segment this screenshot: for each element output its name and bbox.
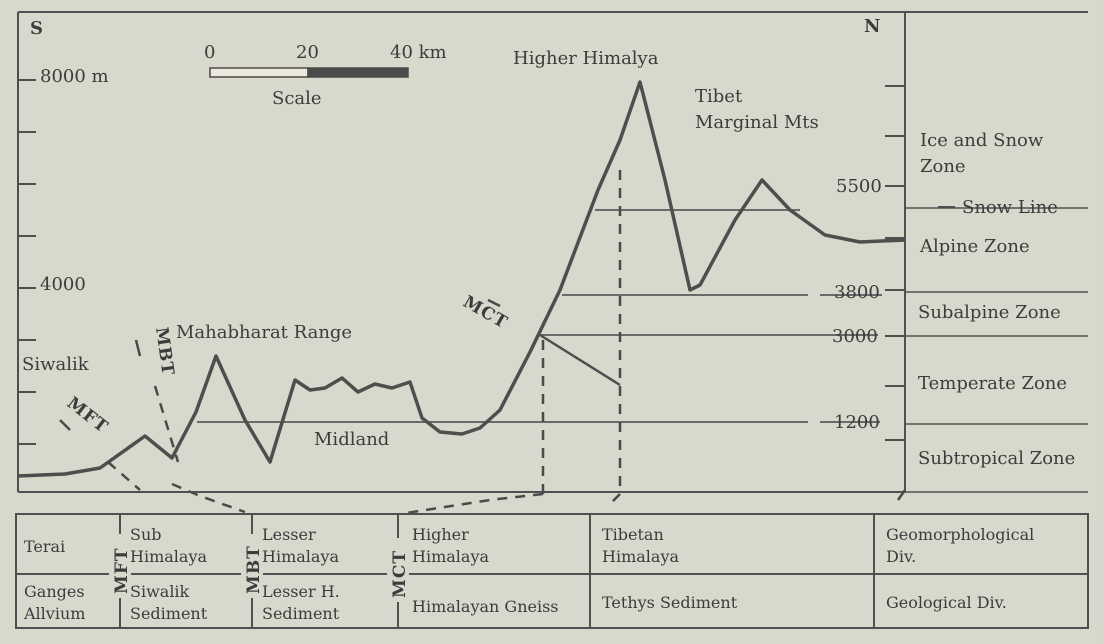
- lesser-h-sediment-line2: Sediment: [262, 604, 340, 623]
- scale-tick-20: 20: [296, 42, 319, 63]
- zone-dividers: [905, 207, 1088, 425]
- mct-dash-lower: [399, 492, 544, 516]
- scale-label: Scale: [272, 88, 322, 109]
- left-axis-ticks: [18, 79, 36, 445]
- south-label: S: [30, 18, 43, 39]
- table-border: [15, 513, 1089, 629]
- table-mft-label: MFT: [112, 547, 132, 594]
- elevation-4000-label: 4000: [40, 274, 86, 295]
- higher-himalaya-cell-line2: Himalaya: [412, 547, 489, 566]
- mbt-dash-upper: [153, 385, 180, 463]
- siwalik-sediment-line1: Siwalik: [130, 582, 190, 601]
- lesser-himalaya-cell-line2: Himalaya: [262, 547, 339, 566]
- terrain-profile: [17, 80, 906, 478]
- zone-elevation-5500: 5500: [836, 176, 882, 197]
- elevation-lines: [197, 209, 882, 423]
- siwalik-label: Siwalik: [22, 354, 90, 375]
- mft-tick: [59, 419, 71, 431]
- terai-cell: Terai: [24, 537, 65, 556]
- himalayan-gneiss-cell: Himalayan Gneiss: [412, 597, 559, 616]
- higher-himalaya-cell-line1: Higher: [412, 525, 469, 544]
- tibet-label-line1: Tibet: [695, 86, 743, 107]
- mbt-tick: [134, 339, 142, 357]
- mft-dash: [107, 461, 141, 491]
- mct-divider-gap: [387, 538, 409, 602]
- dashed-boundaries: [107, 170, 622, 516]
- sub-himalaya-cell-line1: Sub: [130, 525, 162, 544]
- mahabharat-range-label: Mahabharat Range: [176, 322, 352, 343]
- mct-tick: [487, 298, 501, 308]
- ice-snow-zone-line2: Zone: [920, 156, 966, 177]
- scale-bar: [209, 67, 409, 78]
- scale-tick-0: 0: [204, 42, 215, 63]
- tibetan-himalaya-cell-line2: Himalaya: [602, 547, 679, 566]
- right-dash-end: [896, 489, 907, 501]
- sub-himalaya-cell-line2: Himalaya: [130, 547, 207, 566]
- tethys-dash-end: [609, 493, 621, 505]
- zone-elevation-3000: 3000: [832, 326, 878, 347]
- right-axis-ticks: [885, 85, 905, 441]
- tethys-sediment-cell: Tethys Sediment: [602, 593, 738, 612]
- alpine-zone-label: Alpine Zone: [919, 236, 1030, 257]
- mbt-label: MBT: [151, 326, 178, 377]
- lesser-h-sediment-line1: Lesser H.: [262, 582, 340, 601]
- ganges-alluvium-line1: Ganges: [24, 582, 85, 601]
- siwalik-sediment-line2: Sediment: [130, 604, 208, 623]
- scale-tick-40: 40 km: [390, 42, 447, 63]
- geomorphological-div-line2: Div.: [886, 547, 916, 566]
- midland-label: Midland: [314, 429, 389, 450]
- ice-snow-zone-line1: Ice and Snow: [920, 130, 1044, 151]
- scale-bar-light: [209, 67, 309, 78]
- tibet-label-line2: Marginal Mts: [695, 112, 819, 133]
- frame: [17, 11, 1088, 493]
- mbt-divider-gap: [241, 534, 263, 598]
- mft-divider-gap: [109, 534, 131, 598]
- zone-elevation-3800: 3800: [834, 282, 880, 303]
- zone-elevation-1200: 1200: [834, 412, 880, 433]
- table-fault-labels: MFT MBT MCT: [109, 534, 410, 602]
- mct-label: MCT: [460, 292, 512, 333]
- table-mct-label: MCT: [390, 550, 410, 598]
- geomorphological-div-line1: Geomorphological: [886, 525, 1034, 544]
- mft-label: MFT: [63, 393, 112, 437]
- north-label: N: [864, 16, 880, 37]
- mbt-dash-lower: [171, 482, 246, 514]
- mct-thrust-line: [539, 333, 621, 387]
- scale-bar-dark: [307, 67, 409, 78]
- tibetan-himalaya-cell-line1: Tibetan: [602, 525, 664, 544]
- subalpine-zone-label: Subalpine Zone: [918, 302, 1061, 323]
- lesser-himalaya-cell-line1: Lesser: [262, 525, 316, 544]
- higher-himalaya-label: Higher Himalya: [513, 48, 659, 69]
- subtropical-zone-label: Subtropical Zone: [918, 448, 1075, 469]
- ganges-alluvium-line2: Allvium: [23, 604, 85, 623]
- table-mbt-label: MBT: [244, 545, 264, 594]
- elevation-8000-label: 8000 m: [40, 66, 109, 87]
- geological-div-cell: Geological Div.: [886, 593, 1007, 612]
- fault-ticks: [59, 298, 501, 431]
- temperate-zone-label: Temperate Zone: [918, 373, 1067, 394]
- snow-line-label: Snow Line: [962, 197, 1058, 218]
